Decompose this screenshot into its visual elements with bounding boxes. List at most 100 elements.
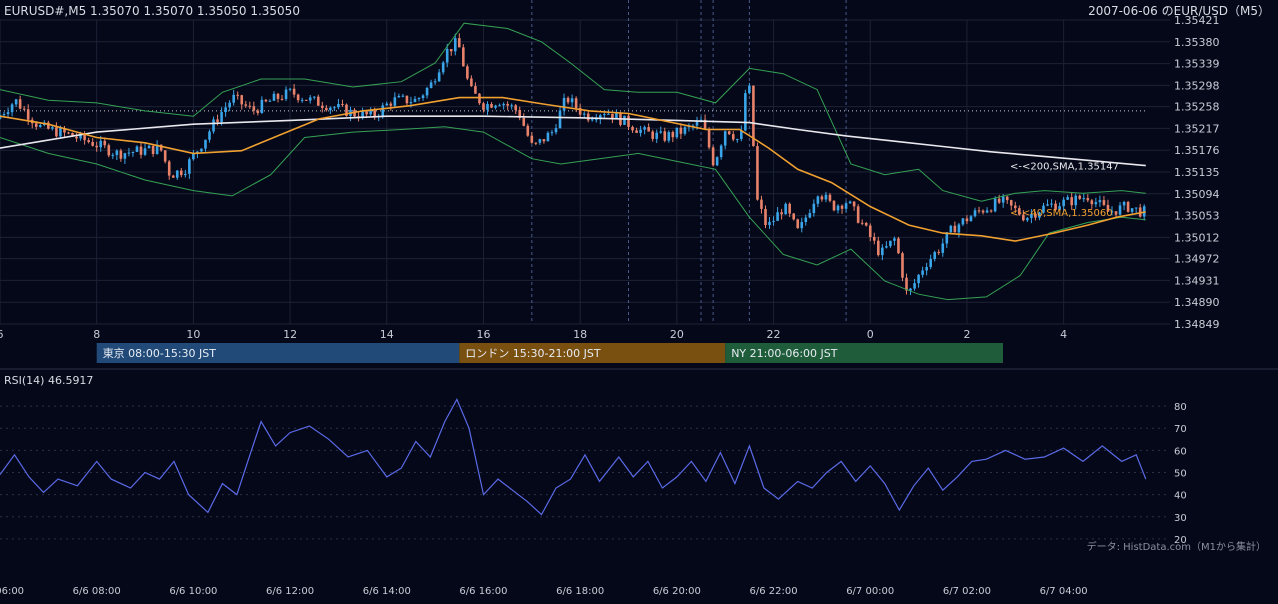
candle-body (711, 147, 715, 166)
rsi-tick-label: 80 (1174, 402, 1187, 413)
candle-body (985, 210, 989, 213)
rsi-line (0, 398, 1147, 516)
candle-body (437, 72, 441, 82)
candle-body (256, 110, 260, 114)
candle-body (139, 146, 143, 155)
candle-body (772, 220, 775, 222)
candle-body (308, 97, 312, 101)
candle-body (288, 88, 292, 90)
candle-body (397, 95, 401, 98)
candle-body (550, 132, 554, 134)
price-tick-label: 1.35298 (1174, 79, 1220, 92)
bollinger-upper-line (0, 22, 1146, 202)
candle-body (748, 85, 751, 94)
session-label: 東京 08:00-15:30 JST (103, 346, 217, 360)
sma200-line (0, 115, 1146, 167)
candle-body (59, 128, 62, 137)
candle-body (14, 99, 18, 105)
candle-body (997, 198, 1001, 203)
candle-body (925, 267, 928, 271)
time-tick-label: 10 (186, 328, 200, 341)
candle-body (1138, 207, 1142, 217)
candle-body (562, 97, 566, 111)
candle-body (381, 105, 385, 116)
candle-body (530, 135, 534, 143)
candle-body (631, 126, 634, 131)
symbol-info: EURUSD#,M5 1.35070 1.35070 1.35050 1.350… (4, 4, 300, 18)
sma40-line (0, 96, 1146, 242)
candle-body (816, 196, 820, 204)
candle-body (715, 157, 719, 166)
candle-body (216, 119, 219, 122)
candle-body (768, 221, 771, 226)
candle-body (1126, 202, 1130, 212)
candle-body (872, 236, 876, 241)
candle-body (425, 87, 429, 96)
session-bar (725, 343, 1003, 363)
candle-body (1130, 208, 1134, 212)
time-tick-label: 22 (767, 328, 781, 341)
rsi-title: RSI(14) 46.5917 (4, 374, 93, 387)
candle-body (973, 210, 977, 217)
candle-body (852, 201, 856, 207)
candle-body (433, 81, 437, 83)
candle-body (260, 99, 264, 114)
candle-body (824, 194, 828, 200)
candle-body (1102, 200, 1106, 205)
candle-body (671, 132, 675, 138)
candle-body (836, 205, 840, 211)
candle-body (1090, 200, 1094, 205)
candle-body (1005, 196, 1009, 201)
candle-body (155, 144, 159, 154)
price-tick-label: 1.34849 (1174, 318, 1220, 331)
candle-body (655, 132, 659, 139)
candle-body (941, 243, 945, 253)
candle-body (470, 78, 473, 87)
candle-body (675, 127, 679, 138)
candle-body (570, 98, 574, 103)
price-tick-label: 1.35258 (1174, 101, 1220, 114)
candle-body (864, 222, 868, 226)
candle-body (804, 217, 808, 222)
candle-body (868, 225, 872, 237)
candle-body (719, 145, 723, 158)
rsi-tick-label: 70 (1174, 424, 1187, 435)
rsi-tick-label: 40 (1174, 491, 1187, 502)
candle-body (945, 232, 949, 244)
time-tick-label: 12 (283, 328, 297, 341)
candle-body (180, 170, 183, 176)
candle-body (977, 210, 981, 212)
price-tick-label: 1.35339 (1174, 58, 1220, 71)
candle-body (421, 95, 425, 99)
candle-body (784, 203, 787, 215)
candle-body (71, 133, 74, 137)
candle-body (578, 107, 582, 115)
candle-body (333, 107, 336, 109)
candle-body (449, 49, 453, 52)
rsi-time-tick-label: 6/6 22:00 (750, 586, 798, 597)
candle-body (840, 205, 844, 209)
candle-body (703, 119, 707, 130)
candle-body (526, 125, 530, 136)
candle-body (18, 99, 22, 109)
candle-body (1078, 195, 1082, 199)
price-tick-label: 1.35053 (1174, 210, 1220, 223)
candle-body (224, 107, 227, 113)
candle-body (345, 104, 348, 116)
candle-body (204, 139, 207, 149)
candle-body (127, 152, 131, 154)
candle-body (1046, 204, 1049, 206)
candle-body (268, 100, 272, 102)
candle-body (365, 111, 368, 115)
candle-body (707, 129, 711, 148)
candle-body (409, 102, 413, 104)
candle-body (594, 119, 598, 121)
candle-body (1110, 211, 1114, 213)
candle-body (38, 125, 42, 127)
candle-body (848, 201, 852, 204)
candle-body (937, 252, 941, 254)
price-tick-label: 1.35094 (1174, 188, 1220, 201)
candle-body (405, 95, 409, 104)
time-tick-label: 0 (867, 328, 874, 341)
